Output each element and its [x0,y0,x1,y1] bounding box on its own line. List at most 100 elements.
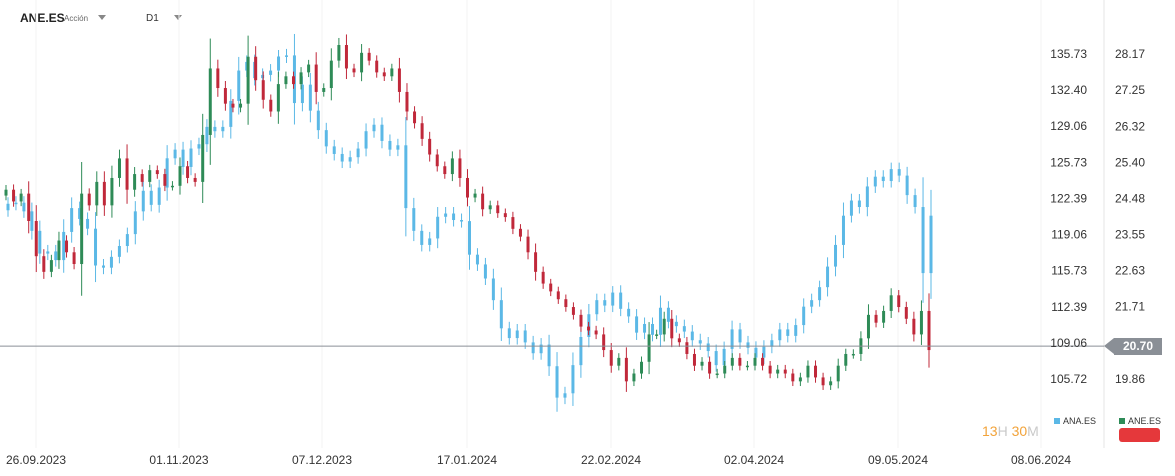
candle-body [889,169,893,182]
timeframe-selector[interactable]: D1 [146,13,159,24]
candle-body [19,193,23,202]
candle-body [473,193,477,198]
candle-body [229,100,233,127]
candle-body [173,149,177,159]
candle-body [866,314,870,339]
candle-body [531,342,535,354]
left-axis-tick-label: 135.73 [1050,47,1087,61]
candle-countdown-timer: 13H 30M [982,423,1039,439]
candle-body [468,221,471,255]
candle-body [802,306,806,326]
timeframe-dropdown-chevron-down-icon[interactable] [174,15,182,20]
candle-body [246,56,250,104]
symbol-label[interactable]: ANE.ES [20,11,65,25]
candle-body [602,334,606,351]
candle-body [730,329,734,349]
candle-body [640,361,644,374]
candle-body [382,72,386,77]
candle-body [420,230,424,245]
candle-body [539,344,543,354]
instrument-type-label: Acción [64,14,89,23]
candle-body [133,211,137,235]
candle-body [141,190,145,212]
candle-body [70,208,74,232]
candle-body [237,70,241,101]
remove-series-button[interactable] [1119,428,1160,442]
right-axis-tick-label: 27.25 [1115,83,1145,97]
candle-body [518,228,522,237]
candle-body [404,145,408,209]
candle-body [762,346,766,358]
right-axis-tick-label: 21.71 [1115,300,1145,314]
legend-item-ana-es[interactable]: ANA.ES [1054,416,1096,426]
left-axis-tick-label: 112.39 [1051,300,1087,314]
candle-body [49,260,53,272]
candle-body [643,323,647,333]
candle-body [149,190,153,205]
candle-body [208,68,212,135]
candle-body [692,353,696,366]
candle-body [874,314,878,323]
candle-body [205,126,209,145]
candle-body [655,334,659,336]
candle-body [324,130,328,147]
candle-body [821,377,825,386]
candle-body [503,213,507,218]
candle-body [291,76,295,85]
x-tick-label: 01.11.2023 [149,453,208,467]
candle-body [337,45,341,61]
candle-body [12,189,16,202]
candle-body [776,369,780,374]
x-tick-label: 08.06.2024 [1011,453,1071,467]
candle-body [611,292,615,306]
candle-body [865,186,869,208]
candle-body [555,366,559,398]
candle-body [698,340,702,344]
left-axis-tick-label: 119.06 [1051,228,1087,242]
candle-body [239,103,243,108]
candle-body [308,84,312,111]
candle-body [632,373,636,382]
right-axis-tick-label: 22.63 [1115,264,1145,278]
candle-body [571,365,575,394]
right-axis-tick-label: 23.55 [1115,228,1145,242]
candle-body [794,325,798,336]
candle-body [738,357,742,366]
x-tick-label: 17.01.2024 [437,453,497,467]
candle-body [314,64,318,92]
candle-body [86,218,90,229]
candle-body [857,200,861,208]
candle-body [34,220,38,257]
candle-body [460,220,464,222]
candle-body [829,381,833,386]
candle-body [595,300,599,315]
candle-body [635,316,639,333]
legend-label-ana-es: ANA.ES [1063,416,1097,426]
x-tick-label: 09.05.2024 [868,453,928,467]
candle-body [367,52,371,61]
candle-body [452,213,456,221]
symbol-dropdown-chevron-down-icon[interactable] [98,15,106,20]
candle-body [261,74,265,79]
timer-hours-unit: H [997,423,1008,439]
candle-body [125,234,129,247]
candle-body [587,326,591,331]
candle-body [670,318,674,339]
candle-body [770,340,774,347]
candle-body [54,251,58,261]
candle-body [778,329,782,341]
candle-body [329,60,333,89]
legend-swatch-ana-es [1054,418,1060,424]
candle-body [690,331,694,341]
candle-body [511,217,515,229]
candle-body [322,88,326,92]
candle-body [435,154,439,167]
candle-body [299,72,303,85]
candle-body [475,254,479,265]
candle-body [666,307,670,322]
legend-item-ane-es[interactable]: ANE.ES [1119,416,1161,426]
candle-body [556,291,560,300]
candle-body [708,361,712,374]
left-axis-tick-label: 125.73 [1050,155,1087,169]
